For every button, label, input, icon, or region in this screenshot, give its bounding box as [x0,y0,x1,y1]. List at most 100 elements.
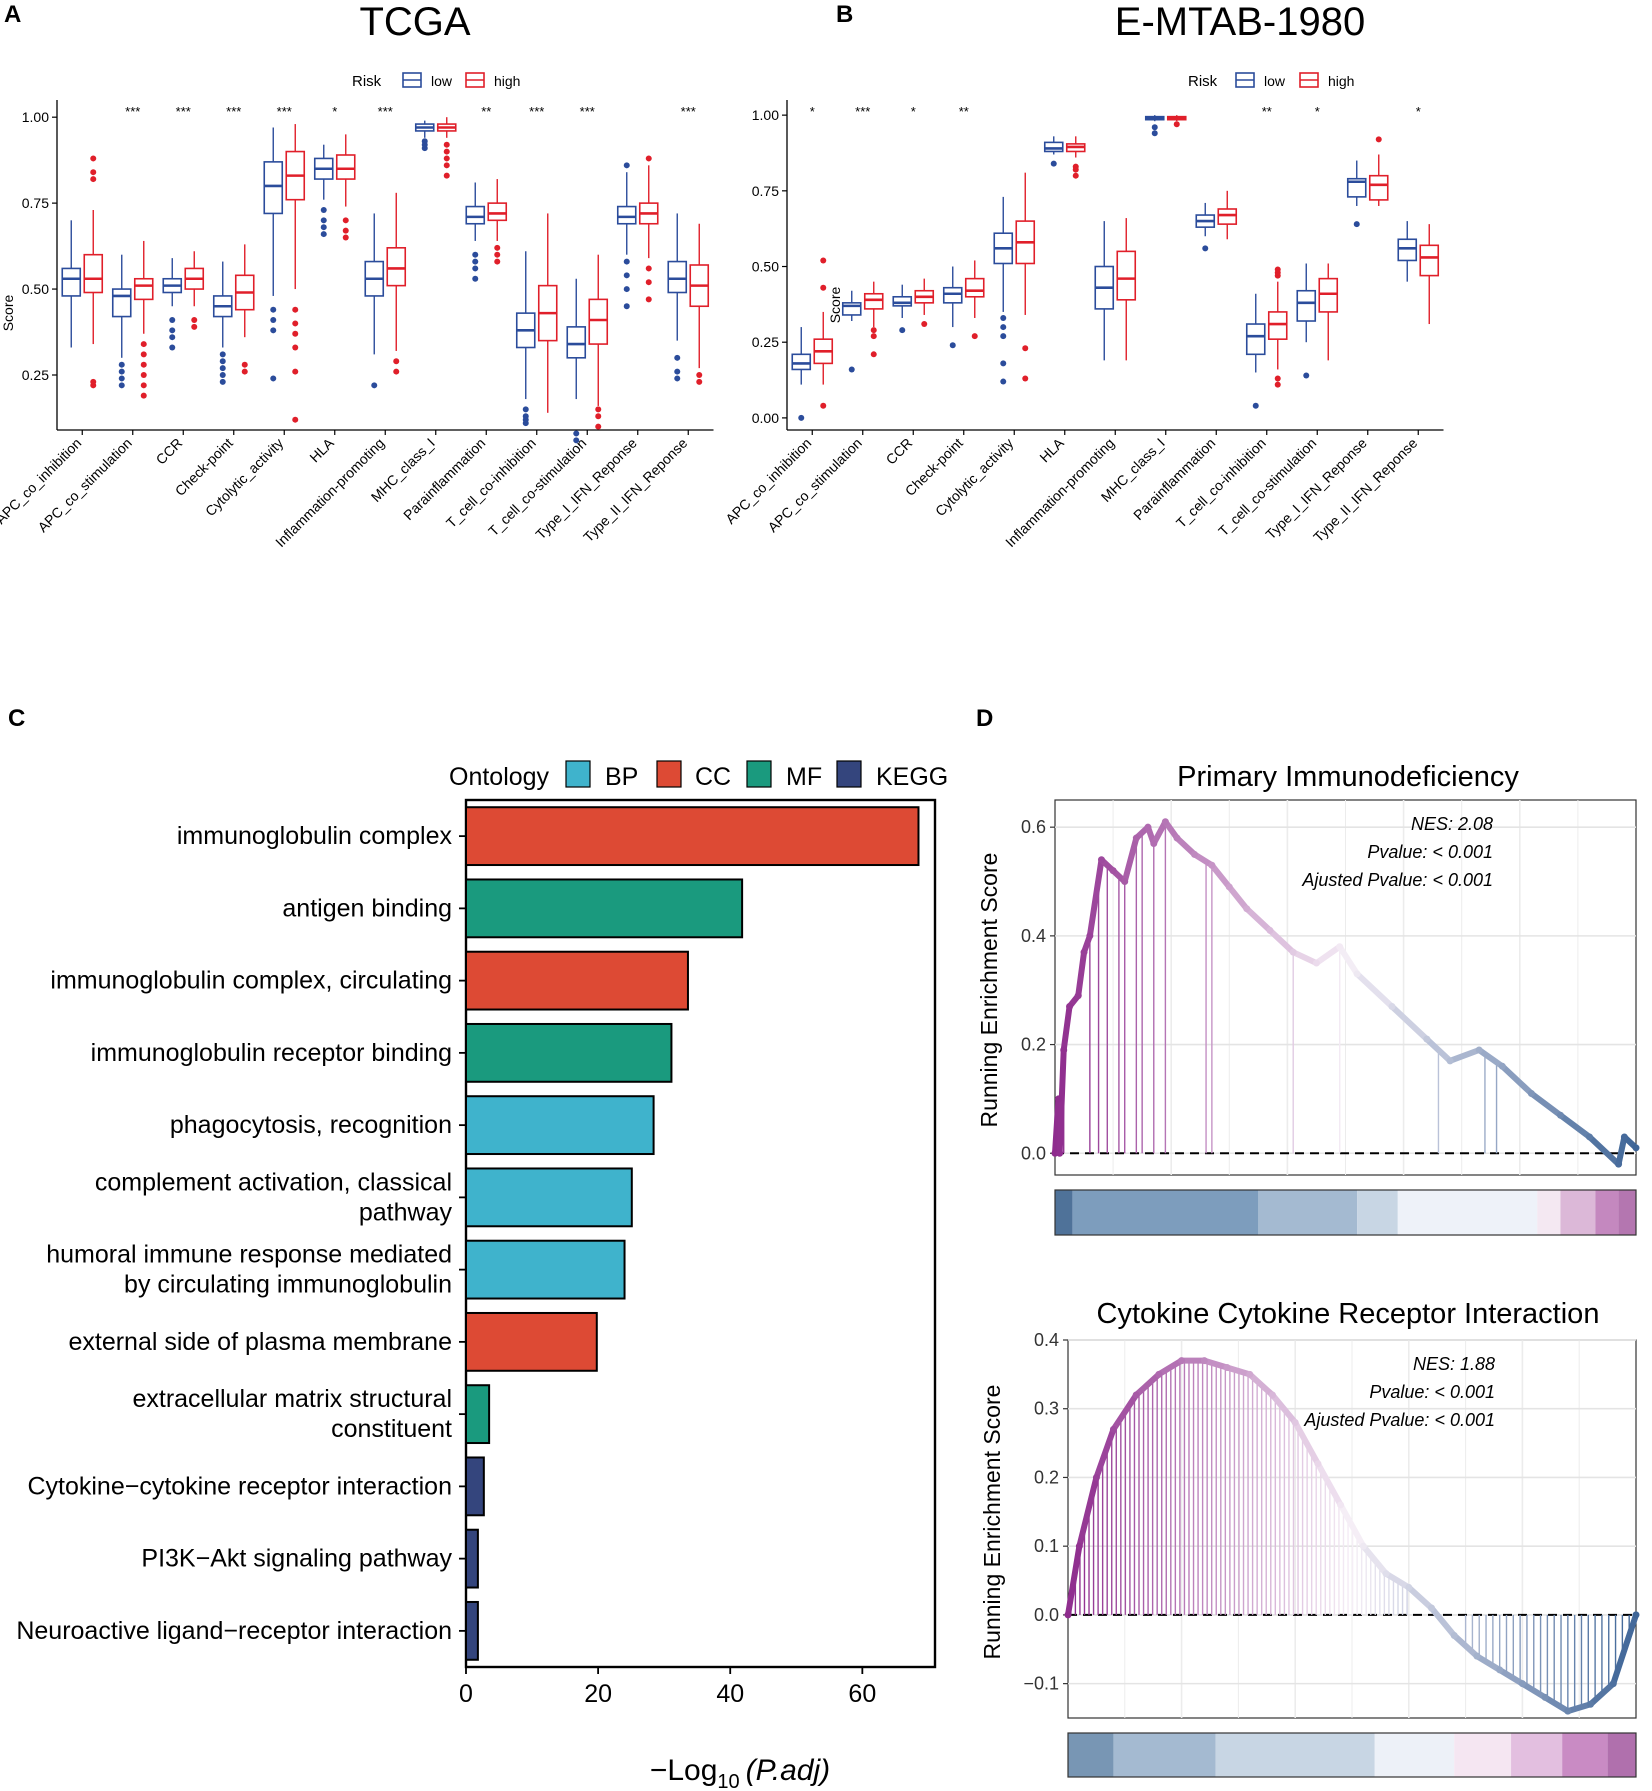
bar-bp [465,1095,655,1156]
score-point [1074,992,1082,1000]
score-curve-segment [1313,943,1343,967]
box-body [964,277,985,298]
significance-label: * [1315,104,1320,119]
outlier-point [820,402,827,409]
panel-letter-a: A [4,1,21,28]
chart-title: TCGA [359,0,470,44]
outlier-point [219,378,226,385]
bar-mf [465,878,744,939]
box-body [791,353,812,371]
score-point [1060,1046,1068,1054]
score-curve-segment [1121,835,1140,885]
outlier-point [472,275,479,282]
x-axis-label-prefix: −Log [650,1754,718,1787]
outlier-point [623,258,630,265]
score-point [1620,1133,1628,1141]
y-tick-label: 0.75 [22,195,49,211]
gsea-primary-immunodeficiency: Primary Immunodeficiency Running Enrichm… [976,761,1640,1236]
outlier-point [870,333,877,340]
score-point [1097,856,1105,864]
significance-label: *** [580,104,595,119]
legend-title: Ontology [449,763,550,791]
outlier-point [522,413,529,420]
score-point [1632,1611,1640,1619]
outlier-point [443,141,450,148]
outlier-point [118,375,125,382]
significance-label: *** [529,104,544,119]
score-curve-segment [1354,970,1395,1010]
score-point [1155,1370,1163,1378]
category-label: humoral immune response mediated [46,1241,452,1269]
legend-swatch-cc [656,760,682,788]
outlier-point [140,382,147,389]
outlier-point [169,334,176,341]
outlier-point [393,358,400,365]
score-point [1498,1062,1506,1070]
outlier-point [270,317,277,323]
outlier-point [1022,375,1029,382]
box-high [1267,266,1288,388]
category-label: immunoglobulin complex, circulating [50,967,452,995]
score-point [1312,959,1320,967]
score-point [1336,943,1344,951]
boxplot-emtab: E-MTAB-1980 Risk low high Score 0.00 0.25… [722,0,1444,550]
score-point [1064,1611,1072,1619]
box-low [667,213,688,382]
y-axis-label: Score [0,295,16,332]
box-low [465,182,486,282]
outlier-point [674,375,681,382]
x-tick-label: T_cell_co-stimulation [485,435,589,539]
score-point [1161,818,1169,826]
category-label: extracellular matrix structural [132,1385,452,1413]
score-point [1586,1133,1594,1141]
score-point [1314,1460,1322,1468]
outlier-point [393,368,400,375]
x-tick-label: HLA [306,434,337,465]
box-low [162,258,183,351]
box-high [1217,190,1238,240]
rank-heat-segment [1068,1733,1114,1777]
score-point [1223,1363,1231,1371]
box-high [436,117,457,179]
score-curve-segment [1428,1605,1458,1639]
score-point [1121,878,1129,886]
outlier-point [645,265,652,272]
significance-label: *** [277,104,292,119]
outlier-point [219,351,226,358]
legend-label-high: high [1328,73,1354,89]
panel-letter-c: C [8,705,25,732]
x-tick-label: 60 [848,1680,876,1708]
x-tick-label: CCR [883,435,916,468]
legend-swatch-mf [746,760,772,788]
outlier-point [1151,130,1158,137]
rank-heat-segment [1454,1733,1512,1777]
rank-heat-segment [1560,1190,1596,1235]
score-curve-segment [1615,1133,1628,1168]
bar-mf [465,1384,491,1445]
box-body [566,326,587,359]
score-point [1080,948,1088,956]
x-tick-label: 0 [459,1680,473,1708]
box-low [942,266,963,349]
y-tick-label: 0.00 [752,410,779,426]
score-curve-segment [1056,1047,1067,1157]
score-curve-segment [1473,1653,1503,1673]
outlier-point [674,354,681,361]
score-curve-segment [1224,1364,1253,1378]
outlier-point [118,382,125,389]
score-point [1246,1370,1254,1378]
stat-label: Pvalue: < 0.001 [1367,842,1493,862]
y-tick-label: 0.75 [752,183,779,199]
legend-label-cc: CC [695,763,731,791]
score-curve-segment [1405,1584,1435,1612]
y-tick-label: 0.0 [1021,1143,1046,1163]
plot-area: 0.25 0.50 0.75 1.00 APC_co_inhibitionAPC_co_… [0,100,714,550]
plot-area: 0.0 0.2 0.4 0.6 NES: 2.08 Pvalue: < 0.001 Ajus… [1021,799,1640,1236]
y-axis-label: Running Enrichment Score [976,853,1002,1128]
category-label: immunoglobulin receptor binding [91,1039,452,1067]
outlier-point [1000,360,1007,367]
y-tick-label: 0.25 [752,334,779,350]
outlier-point [674,368,681,375]
y-axis-label: Running Enrichment Score [979,1385,1005,1660]
score-curve-segment [1243,905,1273,934]
